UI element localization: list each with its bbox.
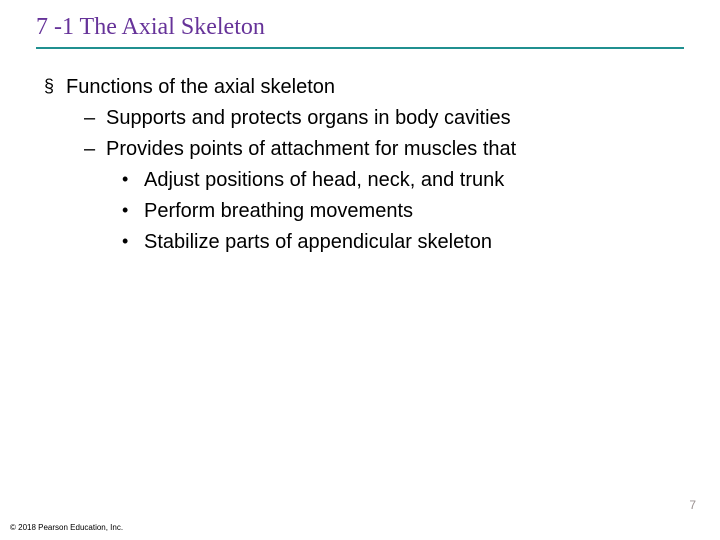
list-item: – Provides points of attachment for musc… [84,136,676,163]
list-text: Provides points of attachment for muscle… [106,136,516,163]
list-text: Supports and protects organs in body cav… [106,105,511,132]
bullet-l3: • [122,198,144,225]
bullet-l3: • [122,167,144,194]
content-area: § Functions of the axial skeleton – Supp… [44,74,676,260]
page-number: 7 [689,498,696,512]
list-text: Stabilize parts of appendicular skeleton [144,229,492,256]
bullet-l3: • [122,229,144,256]
list-item: • Adjust positions of head, neck, and tr… [122,167,676,194]
list-item: • Stabilize parts of appendicular skelet… [122,229,676,256]
list-text: Functions of the axial skeleton [66,74,335,101]
list-item: • Perform breathing movements [122,198,676,225]
slide-title: 7 -1 The Axial Skeleton [36,14,684,49]
copyright-text: © 2018 Pearson Education, Inc. [10,523,123,532]
bullet-l2: – [84,136,106,163]
list-item: § Functions of the axial skeleton [44,74,676,101]
list-text: Perform breathing movements [144,198,413,225]
list-item: – Supports and protects organs in body c… [84,105,676,132]
bullet-l2: – [84,105,106,132]
list-text: Adjust positions of head, neck, and trun… [144,167,504,194]
bullet-l1: § [44,74,66,101]
